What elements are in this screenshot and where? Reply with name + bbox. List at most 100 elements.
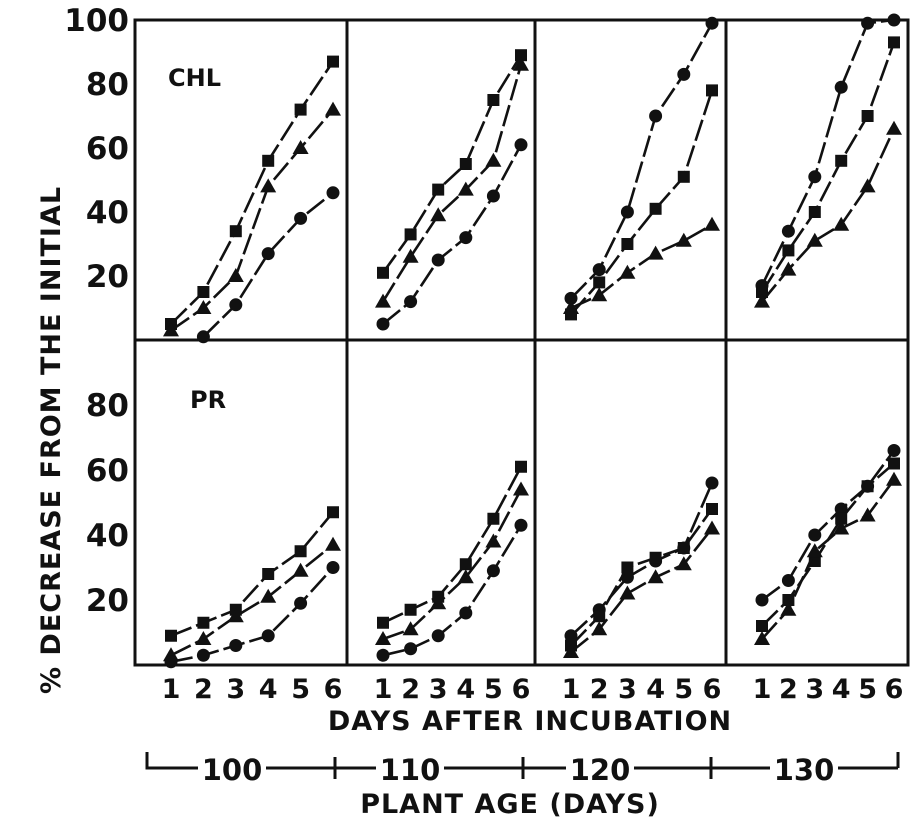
series-line-circle [382,524,523,657]
circle-marker [861,16,875,30]
square-marker [327,506,339,519]
triangle-marker [457,569,474,584]
triangle-marker [563,644,579,658]
group-axis-title: PLANT AGE (DAYS) [360,789,660,820]
square-marker [593,276,606,289]
series-line-triangle [170,108,334,332]
series-line-triangle [760,128,896,303]
triangle-marker [859,507,876,522]
age-label-bg [198,755,266,783]
y-tick-label: 20 [86,583,129,619]
square-marker [377,616,389,629]
square-marker [262,568,275,580]
circle-marker [564,629,578,643]
series-line-circle [761,449,896,602]
square-marker [487,94,500,106]
series-line-circle [570,482,714,637]
series-line-square [382,466,523,624]
circle-marker [620,205,634,219]
y-tick-label: 40 [86,195,129,231]
circle-marker [229,639,243,652]
square-marker [459,158,472,170]
triangle-marker [591,287,608,302]
circle-marker [459,231,473,245]
circle-marker [705,476,719,490]
series-line-square [381,54,523,274]
series-line-square [170,60,335,325]
circle-marker [196,648,210,662]
circle-marker [164,655,178,669]
triangle-marker [780,601,797,616]
circle-marker [649,109,663,123]
x-tick-label: 4 [832,674,851,705]
y-tick-label: 40 [86,518,129,554]
triangle-marker [675,232,692,247]
circle-marker [196,330,210,344]
triangle-marker [704,216,720,231]
series-line-circle [760,18,895,287]
circle-marker [261,247,275,261]
circle-marker [326,186,340,200]
x-tick-label: 3 [618,674,637,705]
circle-marker [431,253,445,267]
square-marker [294,103,307,116]
x-tick-label: 2 [590,674,609,705]
age-group-label: 120 [570,753,631,787]
triangle-marker [704,520,720,535]
x-tick-label: 3 [805,674,824,705]
triangle-marker [886,471,902,486]
plot-frame [133,18,910,667]
circle-marker [755,593,769,607]
x-tick-label: 5 [674,674,693,705]
x-tick-label: 3 [226,674,245,705]
x-tick-label: 1 [562,674,581,705]
triangle-marker [260,588,277,603]
circle-marker [781,224,795,238]
triangle-marker [163,322,179,337]
triangle-marker [402,621,419,636]
x-tick-label: 1 [162,674,181,705]
circle-marker [781,574,795,587]
circle-marker [229,298,243,312]
row-label-pr: PR [190,386,226,414]
y-tick-label: 80 [86,388,129,424]
series-line-square [570,89,714,316]
circle-marker [404,642,418,656]
triangle-marker [375,293,391,308]
circle-marker [376,317,390,331]
square-marker [327,55,339,68]
circle-marker [431,629,445,643]
age-group-labels: 100 110 120 130 [198,753,838,787]
series-line-square [761,462,895,627]
triangle-marker [806,543,823,558]
triangle-marker [675,556,692,571]
x-tick-label: 5 [858,674,877,705]
triangle-marker [780,261,797,276]
triangle-marker [833,520,850,535]
x-tick-label: 5 [291,674,310,705]
series-line-triangle [570,527,714,654]
age-label-bg [566,755,634,783]
triangle-marker [227,608,244,623]
triangle-marker [513,481,529,496]
triangle-marker [619,264,636,279]
circle-marker [261,629,275,643]
x-tick-label: 5 [484,674,503,705]
triangle-marker [619,585,636,600]
square-marker [677,170,690,183]
triangle-marker [375,631,391,645]
square-marker [229,225,242,238]
x-tick-label: 2 [779,674,798,705]
x-tick-label: 6 [512,674,531,705]
triangle-marker [430,595,447,610]
square-marker [649,202,662,215]
x-tick-label: 6 [324,674,343,705]
square-marker [294,545,307,558]
triangle-marker [292,140,309,154]
triangle-marker [195,300,212,314]
circle-marker [514,518,528,532]
series-layer [163,13,902,669]
triangle-marker [457,181,474,196]
circle-marker [459,606,473,620]
